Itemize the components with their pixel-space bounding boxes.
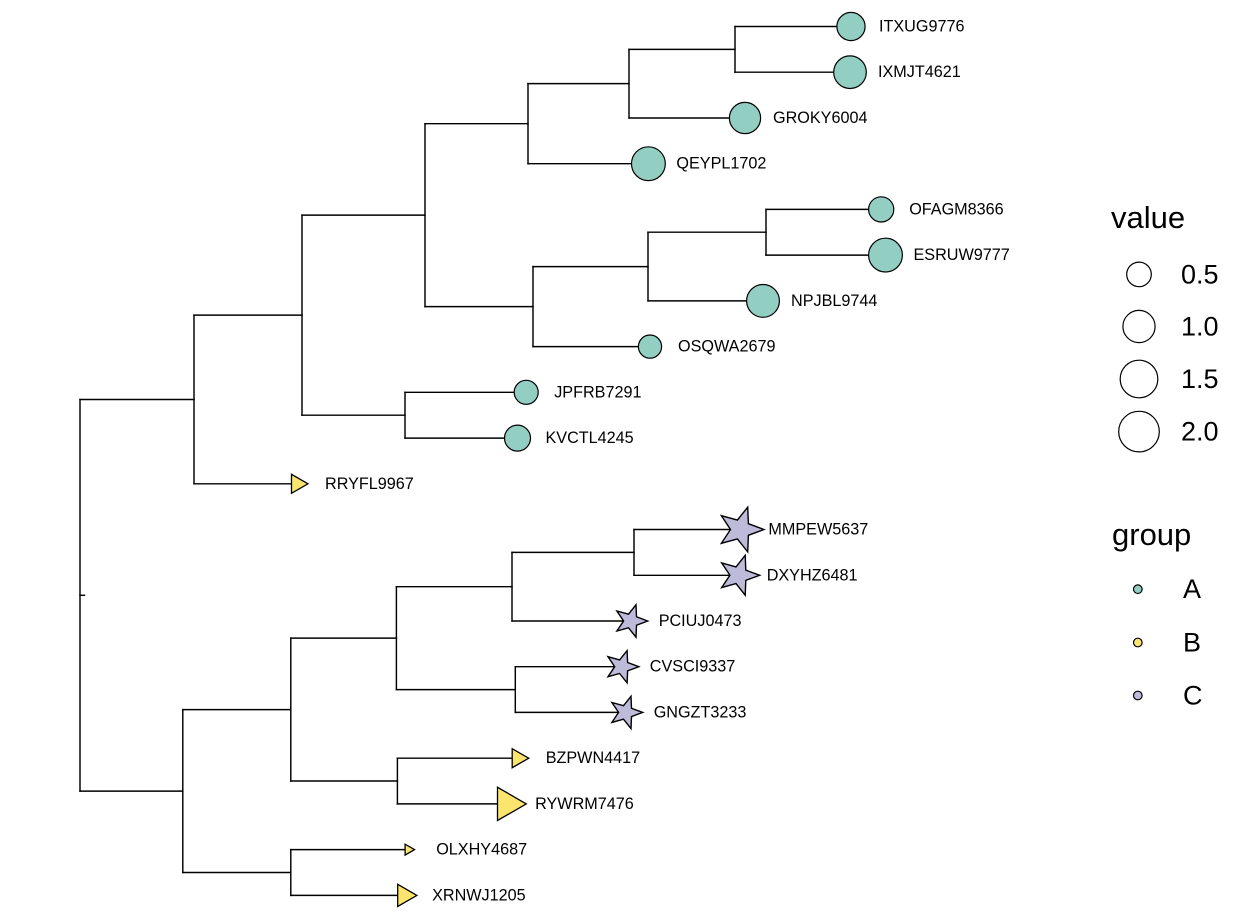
svg-text:0.5: 0.5 <box>1181 259 1219 289</box>
svg-text:group: group <box>1112 517 1191 552</box>
svg-text:GROKY6004: GROKY6004 <box>773 109 867 127</box>
svg-text:B: B <box>1183 628 1201 658</box>
svg-text:GNGZT3233: GNGZT3233 <box>654 703 747 721</box>
svg-text:OLXHY4687: OLXHY4687 <box>436 841 527 859</box>
svg-text:KVCTL4245: KVCTL4245 <box>546 429 634 447</box>
svg-text:2.0: 2.0 <box>1181 417 1219 447</box>
svg-text:OFAGM8366: OFAGM8366 <box>909 200 1003 218</box>
svg-text:RRYFL9967: RRYFL9967 <box>325 475 414 493</box>
svg-text:QEYPL1702: QEYPL1702 <box>676 155 766 173</box>
svg-text:DXYHZ6481: DXYHZ6481 <box>767 566 858 584</box>
svg-text:value: value <box>1111 200 1185 235</box>
svg-text:ITXUG9776: ITXUG9776 <box>879 18 964 36</box>
svg-text:MMPEW5637: MMPEW5637 <box>768 521 868 539</box>
svg-text:CVSCI9337: CVSCI9337 <box>650 658 735 676</box>
svg-text:A: A <box>1183 574 1201 604</box>
svg-text:OSQWA2679: OSQWA2679 <box>678 338 775 356</box>
svg-text:ESRUW9777: ESRUW9777 <box>914 246 1010 264</box>
svg-text:RYWRM7476: RYWRM7476 <box>535 795 634 813</box>
svg-text:1.0: 1.0 <box>1181 312 1219 342</box>
svg-text:IXMJT4621: IXMJT4621 <box>878 63 961 81</box>
svg-text:PCIUJ0473: PCIUJ0473 <box>659 612 742 630</box>
svg-text:BZPWN4417: BZPWN4417 <box>546 749 640 767</box>
svg-text:NPJBL9744: NPJBL9744 <box>791 292 877 310</box>
svg-text:1.5: 1.5 <box>1181 364 1219 394</box>
svg-text:JPFRB7291: JPFRB7291 <box>554 383 641 401</box>
svg-text:C: C <box>1183 681 1203 711</box>
svg-text:XRNWJ1205: XRNWJ1205 <box>432 886 526 904</box>
